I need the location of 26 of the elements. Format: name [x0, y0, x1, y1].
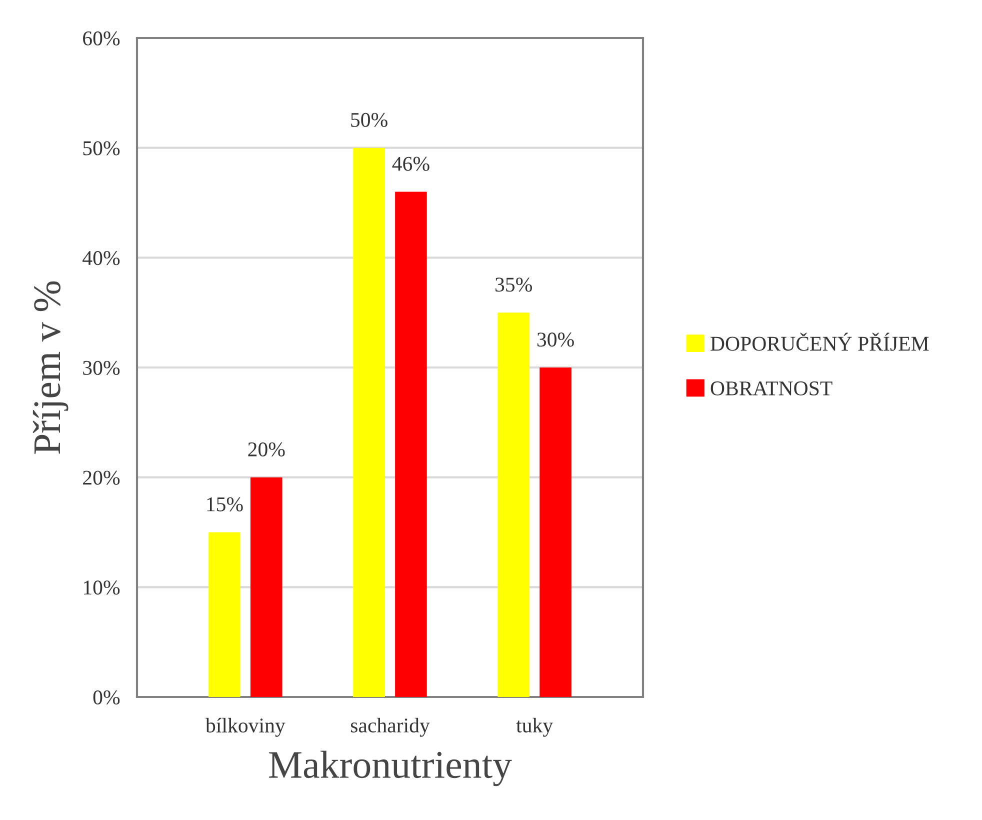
- data-label: 30%: [537, 332, 574, 347]
- bar: [208, 532, 240, 697]
- bar: [540, 368, 572, 697]
- legend-label: OBRATNOST: [710, 381, 832, 396]
- x-tick-label: sacharidy: [350, 718, 430, 737]
- data-label: 15%: [207, 497, 243, 512]
- y-tick-label: 10%: [84, 580, 120, 595]
- x-tick-label: bílkoviny: [205, 718, 286, 737]
- y-tick-label: 0%: [93, 690, 120, 704]
- y-tick-label: 60%: [83, 31, 120, 46]
- x-axis-title: Makronutrienty: [269, 750, 512, 786]
- y-tick-label: 20%: [83, 470, 120, 485]
- x-tick-label: tuky: [516, 718, 554, 737]
- y-axis-title: Příjem v %: [32, 281, 68, 454]
- y-tick-label: 40%: [82, 251, 120, 266]
- bar: [395, 192, 427, 697]
- legend-label: DOPORUČENÝ PŘÍJEM: [710, 332, 929, 351]
- data-label: 20%: [248, 442, 285, 457]
- data-label: 50%: [351, 112, 388, 128]
- data-label: 35%: [496, 278, 532, 292]
- bar: [498, 312, 530, 697]
- bar: [353, 148, 385, 697]
- y-tick-label: 50%: [83, 141, 120, 156]
- y-tick-label: 30%: [83, 360, 120, 375]
- data-label: 46%: [392, 156, 430, 171]
- bar: [250, 477, 282, 697]
